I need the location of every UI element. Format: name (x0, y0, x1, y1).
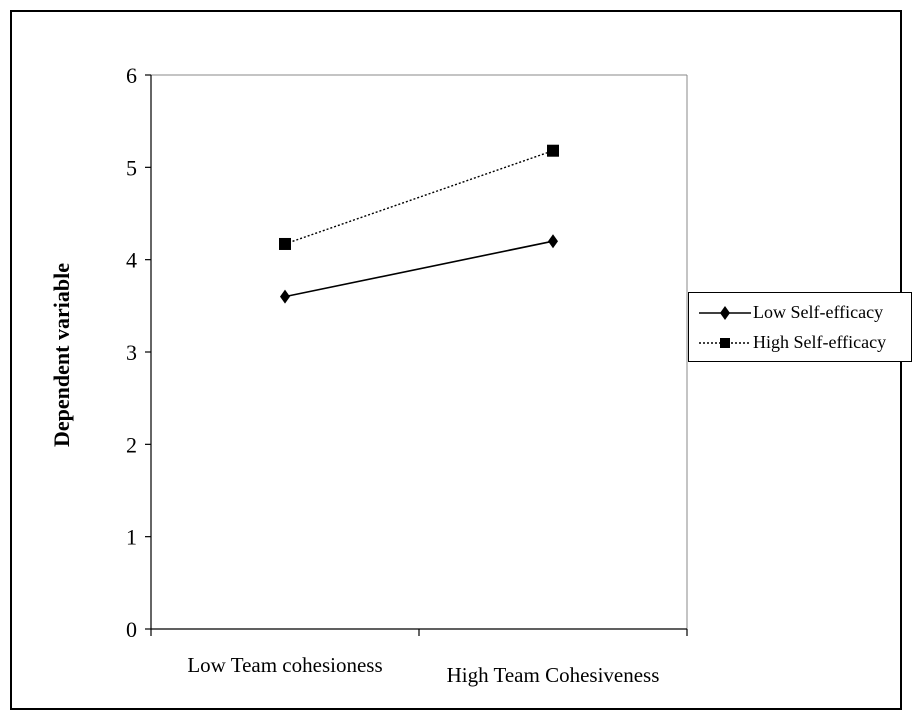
y-tick-label: 0 (126, 617, 137, 642)
x-tick-label: Low Team cohesioness (187, 653, 382, 677)
legend-swatch-high-self-efficacy (699, 338, 751, 348)
square-marker-icon (720, 338, 730, 348)
diamond-marker-icon (720, 306, 730, 320)
legend-swatch-low-self-efficacy (699, 306, 751, 320)
y-tick-label: 4 (126, 248, 137, 273)
legend-label-low-self-efficacy: Low Self-efficacy (753, 302, 884, 322)
x-tick-label: High Team Cohesiveness (447, 663, 660, 687)
series-line (284, 150, 554, 245)
y-tick-label: 5 (126, 155, 137, 180)
data-point-square (547, 144, 559, 157)
y-axis-label: Dependent variable (49, 263, 74, 447)
x-tick-labels: Low Team cohesioness High Team Cohesivene… (187, 653, 659, 687)
axes (145, 74, 688, 636)
data-point-square (279, 237, 291, 250)
series-layer (279, 144, 559, 304)
y-tick-label: 1 (126, 525, 137, 550)
y-tick-label: 6 (126, 63, 137, 88)
legend-item-low-self-efficacy: Low Self-efficacy (689, 299, 913, 327)
legend-item-high-self-efficacy: High Self-efficacy (689, 329, 913, 357)
series-line (284, 240, 554, 298)
series-high-self-efficacy (279, 144, 559, 250)
series-low-self-efficacy (280, 234, 558, 304)
data-point-diamond (280, 289, 290, 304)
y-tick-label: 3 (126, 340, 137, 365)
legend: Low Self-efficacy High Self-efficacy (688, 292, 912, 362)
data-point-diamond (548, 234, 558, 249)
y-tick-labels: 0 1 2 3 4 5 6 (126, 63, 137, 642)
y-tick-label: 2 (126, 432, 137, 457)
legend-label-high-self-efficacy: High Self-efficacy (753, 332, 887, 352)
